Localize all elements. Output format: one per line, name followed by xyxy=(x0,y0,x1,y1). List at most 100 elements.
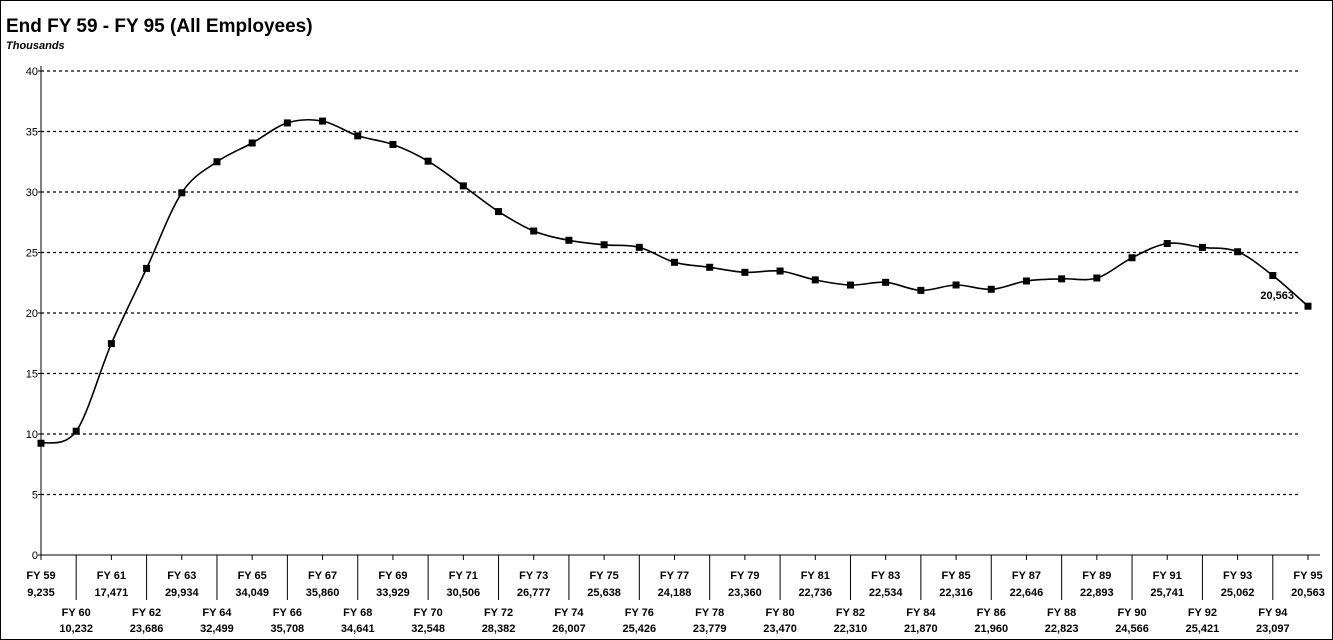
y-tick-label: 25 xyxy=(26,248,38,260)
data-point-marker xyxy=(354,132,362,140)
x-value-label: 22,893 xyxy=(1080,587,1114,599)
data-point-marker xyxy=(1304,302,1312,310)
x-tick-label: FY 79 xyxy=(730,570,759,582)
data-point-marker xyxy=(706,263,714,271)
x-value-label: 9,235 xyxy=(27,587,55,599)
data-point-marker xyxy=(283,119,291,127)
x-tick-label: FY 90 xyxy=(1117,607,1146,619)
x-value-label: 32,548 xyxy=(411,623,445,635)
x-value-label: 23,686 xyxy=(130,623,164,635)
x-value-label: 25,062 xyxy=(1221,587,1255,599)
x-tick-label: FY 95 xyxy=(1293,570,1322,582)
x-value-label: 21,870 xyxy=(904,623,938,635)
x-tick-label: FY 87 xyxy=(1012,570,1041,582)
x-tick-label: FY 71 xyxy=(449,570,478,582)
data-point-marker xyxy=(811,276,819,284)
data-point-marker xyxy=(987,285,995,293)
x-value-label: 22,823 xyxy=(1045,623,1079,635)
data-point-marker xyxy=(72,427,80,435)
x-value-label: 22,316 xyxy=(939,587,973,599)
data-point-marker xyxy=(565,236,573,244)
x-tick-label: FY 70 xyxy=(414,607,443,619)
x-value-label: 21,960 xyxy=(974,623,1008,635)
x-tick-label: FY 77 xyxy=(660,570,689,582)
x-value-label: 23,779 xyxy=(693,623,727,635)
x-value-label: 25,638 xyxy=(587,587,621,599)
x-value-label: 23,470 xyxy=(763,623,797,635)
data-point-marker xyxy=(143,264,151,272)
x-tick-label: FY 59 xyxy=(26,570,55,582)
series-line xyxy=(40,118,1309,445)
x-tick-label: FY 64 xyxy=(202,607,232,619)
y-tick-label: 15 xyxy=(26,369,38,381)
data-point-marker xyxy=(37,439,45,447)
end-value-annotation: 20,563 xyxy=(1260,290,1294,302)
x-value-label: 34,641 xyxy=(341,623,375,635)
data-point-marker xyxy=(107,340,115,348)
x-tick-label: FY 72 xyxy=(484,607,513,619)
data-point-marker xyxy=(1198,243,1206,251)
x-tick-label: FY 74 xyxy=(554,607,584,619)
data-point-marker xyxy=(917,286,925,294)
gridlines xyxy=(41,70,1300,496)
y-tick-label: 5 xyxy=(32,490,38,502)
x-tick-label: FY 76 xyxy=(625,607,654,619)
x-tick-label: FY 66 xyxy=(273,607,302,619)
x-value-label: 17,471 xyxy=(95,587,129,599)
data-point-marker xyxy=(1093,274,1101,282)
x-value-label: 25,741 xyxy=(1150,587,1184,599)
data-point-marker xyxy=(1163,240,1171,248)
x-value-label: 35,860 xyxy=(306,587,340,599)
x-tick-label: FY 94 xyxy=(1258,607,1288,619)
y-tick-label: 10 xyxy=(26,429,38,441)
x-tick-label: FY 80 xyxy=(766,607,795,619)
series-line-group xyxy=(40,118,1309,445)
x-value-label: 23,097 xyxy=(1256,623,1290,635)
y-tick-label: 35 xyxy=(26,127,38,139)
data-point-marker xyxy=(1128,254,1136,262)
x-tick-label: FY 65 xyxy=(238,570,267,582)
data-point-marker xyxy=(1234,248,1242,256)
x-tick-label: FY 86 xyxy=(977,607,1006,619)
data-point-marker xyxy=(213,158,221,166)
x-value-label: 30,506 xyxy=(447,587,481,599)
y-axis-ticks: 0 5 10 15 20 25 30 35 40 xyxy=(26,66,43,562)
data-point-marker xyxy=(846,281,854,289)
data-point-marker xyxy=(776,267,784,275)
x-value-label: 28,382 xyxy=(482,623,516,635)
data-point-marker xyxy=(459,182,467,190)
data-point-marker xyxy=(178,189,186,197)
x-tick-label: FY 85 xyxy=(941,570,970,582)
x-tick-label: FY 82 xyxy=(836,607,865,619)
x-value-label: 22,310 xyxy=(834,623,868,635)
x-value-label: 29,934 xyxy=(165,587,200,599)
y-tick-label: 40 xyxy=(26,66,38,78)
data-point-marker xyxy=(1269,272,1277,280)
x-value-label: 22,736 xyxy=(798,587,832,599)
x-tick-label: FY 75 xyxy=(590,570,619,582)
x-value-label: 35,708 xyxy=(271,623,305,635)
x-value-label: 26,007 xyxy=(552,623,586,635)
x-value-label: 24,188 xyxy=(658,587,692,599)
data-point-marker xyxy=(882,278,890,286)
y-tick-label: 30 xyxy=(26,187,38,199)
x-value-label: 26,777 xyxy=(517,587,551,599)
x-tick-label: FY 89 xyxy=(1082,570,1111,582)
data-point-marker xyxy=(1022,277,1030,285)
x-tick-label: FY 81 xyxy=(801,570,830,582)
x-value-label: 25,426 xyxy=(622,623,656,635)
data-point-marker xyxy=(952,281,960,289)
data-point-marker xyxy=(319,117,327,125)
x-value-label: 20,563 xyxy=(1291,587,1325,599)
x-tick-label: FY 92 xyxy=(1188,607,1217,619)
x-tick-label: FY 83 xyxy=(871,570,900,582)
axes xyxy=(40,66,1320,556)
x-value-label: 32,499 xyxy=(200,623,234,635)
x-value-label: 34,049 xyxy=(235,587,269,599)
x-tick-label: FY 63 xyxy=(167,570,196,582)
x-tick-label: FY 84 xyxy=(906,607,936,619)
chart-title: End FY 59 - FY 95 (All Employees) xyxy=(6,16,313,37)
data-point-marker xyxy=(248,139,256,147)
